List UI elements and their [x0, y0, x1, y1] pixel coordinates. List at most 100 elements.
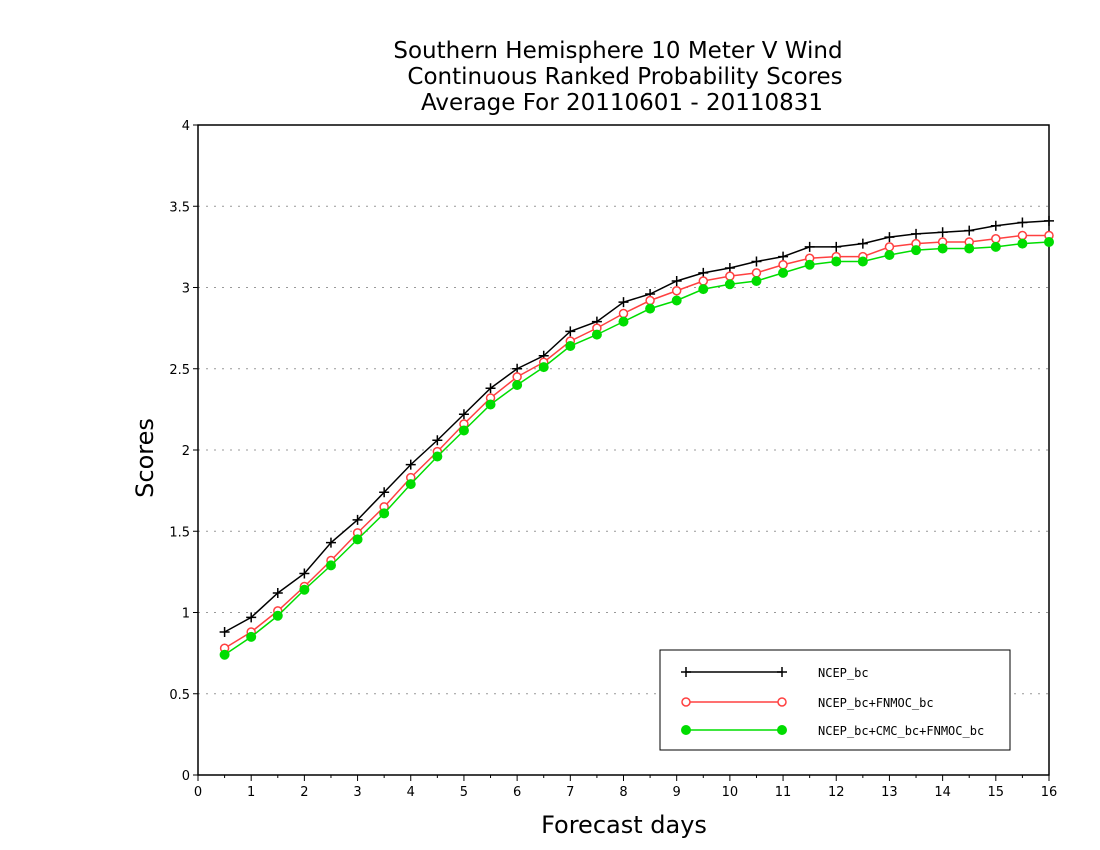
y-gridlines: [198, 205, 1049, 695]
y-tick-label: 0: [182, 769, 190, 784]
data-point: [1044, 215, 1054, 226]
chart-title-line-2: Continuous Ranked Probability Scores: [407, 64, 842, 90]
data-point: [1017, 217, 1028, 228]
data-point: [884, 250, 895, 260]
data-point: [778, 267, 789, 278]
data-series: [219, 215, 1054, 660]
legend-box: [659, 649, 1011, 751]
series-line: [224, 220, 1050, 633]
data-point: [565, 326, 576, 337]
x-tick-label: 5: [460, 785, 468, 800]
data-point: [379, 508, 390, 519]
series-ncep-bc-cmc-bc-fnmoc-bc: [219, 237, 1054, 660]
data-point: [432, 451, 443, 462]
x-tick-label: 11: [775, 785, 792, 800]
data-point: [299, 584, 310, 595]
data-point: [219, 627, 230, 637]
legend-item: NCEP_bc: [681, 666, 869, 680]
data-point: [751, 268, 762, 278]
x-tick-label: 13: [881, 785, 898, 800]
x-tick-label: 3: [353, 785, 361, 800]
data-point: [831, 256, 842, 267]
data-point: [990, 241, 1001, 252]
data-point: [990, 220, 1001, 231]
data-point: [857, 256, 868, 267]
data-point: [911, 245, 922, 256]
series-ncep-bc: [219, 215, 1054, 637]
data-point: [325, 537, 336, 548]
data-point: [804, 241, 815, 252]
data-point: [725, 271, 735, 281]
data-point: [1017, 238, 1028, 249]
legend: NCEP_bc NCEP_bc+FNMOC_bc NCEP_bc+CMC_bc+FN…: [659, 649, 1011, 751]
data-point: [937, 227, 948, 238]
data-point: [352, 514, 363, 525]
x-tick-label: 2: [300, 785, 308, 800]
legend-item: NCEP_bc+CMC_bc+FNMOC_bc: [681, 724, 984, 738]
data-point: [618, 297, 629, 308]
data-point: [777, 697, 787, 707]
data-point: [778, 260, 788, 270]
chart-title-line-3: Average For 20110601 - 20110831: [421, 90, 823, 116]
x-tick-label: 16: [1041, 785, 1058, 800]
data-point: [512, 380, 523, 390]
x-tick-label: 0: [194, 785, 202, 800]
legend-label: NCEP_bc+FNMOC_bc: [818, 696, 934, 710]
data-point: [751, 276, 762, 286]
data-point: [831, 241, 842, 252]
y-tick-label: 2.5: [169, 363, 190, 378]
legend-label: NCEP_bc+CMC_bc+FNMOC_bc: [818, 724, 984, 738]
data-point: [681, 667, 691, 677]
x-tick-label: 1: [247, 785, 255, 800]
data-point: [219, 649, 230, 660]
data-point: [565, 341, 576, 351]
x-tick-label: 7: [566, 785, 574, 800]
data-point: [778, 251, 789, 262]
chart-title: Southern Hemisphere 10 Meter V Wind Cont…: [393, 38, 842, 116]
data-point: [618, 316, 629, 327]
data-point: [299, 568, 310, 579]
data-point: [645, 295, 655, 306]
data-point: [645, 303, 656, 314]
legend-label: NCEP_bc: [818, 666, 869, 680]
data-point: [698, 267, 709, 278]
data-point: [591, 329, 602, 340]
data-point: [964, 225, 975, 236]
data-point: [485, 383, 496, 394]
data-point: [272, 610, 283, 621]
data-point: [458, 425, 469, 436]
data-point: [246, 631, 257, 642]
series-line: [224, 241, 1050, 656]
data-point: [512, 372, 522, 382]
data-point: [618, 308, 629, 319]
data-point: [724, 279, 735, 290]
x-tick-label: 10: [722, 785, 739, 800]
data-point: [911, 228, 922, 239]
data-point: [379, 487, 390, 498]
data-point: [458, 409, 469, 420]
data-point: [1044, 237, 1054, 247]
plot-frame: [197, 124, 1050, 776]
data-point: [804, 259, 815, 270]
data-point: [884, 242, 895, 252]
y-axis: 0 0.5 1 1.5 2 2.5 3 3.5 4: [169, 119, 198, 784]
data-point: [777, 667, 787, 677]
data-point: [352, 534, 363, 545]
y-tick-label: 2: [182, 444, 190, 459]
x-tick-label: 15: [988, 785, 1005, 800]
y-tick-label: 3: [182, 282, 190, 297]
data-point: [405, 459, 416, 470]
x-tick-label: 12: [828, 785, 845, 800]
series-ncep-bc-fnmoc-bc: [219, 230, 1054, 653]
x-tick-label: 14: [934, 785, 951, 800]
x-tick-label: 9: [673, 785, 681, 800]
data-point: [937, 243, 948, 254]
y-tick-label: 1.5: [169, 525, 190, 540]
data-point: [681, 725, 691, 735]
data-point: [246, 612, 257, 623]
data-point: [512, 363, 523, 374]
data-point: [724, 263, 735, 273]
data-point: [698, 284, 709, 295]
x-axis-label: Forecast days: [541, 811, 707, 839]
